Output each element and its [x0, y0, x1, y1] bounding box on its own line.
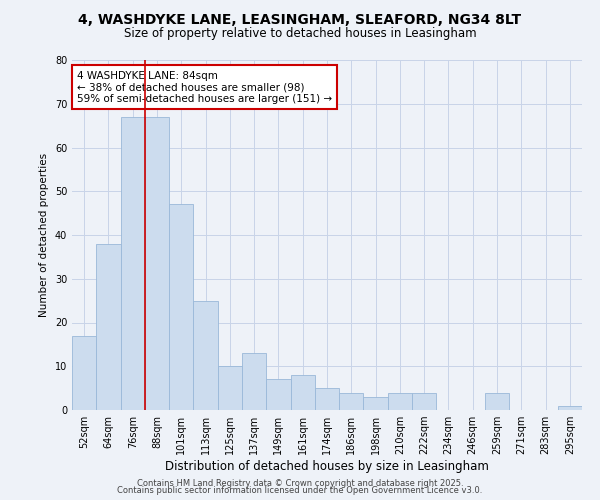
Bar: [96, 244, 121, 410]
Bar: [364, 397, 388, 410]
Bar: [72, 336, 96, 410]
Bar: [218, 366, 242, 410]
Bar: [121, 117, 145, 410]
Text: Size of property relative to detached houses in Leasingham: Size of property relative to detached ho…: [124, 28, 476, 40]
Bar: [388, 392, 412, 410]
Bar: [290, 375, 315, 410]
Bar: [339, 392, 364, 410]
Bar: [266, 380, 290, 410]
X-axis label: Distribution of detached houses by size in Leasingham: Distribution of detached houses by size …: [165, 460, 489, 473]
Bar: [315, 388, 339, 410]
Bar: [242, 353, 266, 410]
Text: 4 WASHDYKE LANE: 84sqm
← 38% of detached houses are smaller (98)
59% of semi-det: 4 WASHDYKE LANE: 84sqm ← 38% of detached…: [77, 70, 332, 104]
Bar: [145, 117, 169, 410]
Text: Contains HM Land Registry data © Crown copyright and database right 2025.: Contains HM Land Registry data © Crown c…: [137, 478, 463, 488]
Bar: [412, 392, 436, 410]
Text: 4, WASHDYKE LANE, LEASINGHAM, SLEAFORD, NG34 8LT: 4, WASHDYKE LANE, LEASINGHAM, SLEAFORD, …: [79, 12, 521, 26]
Bar: [193, 300, 218, 410]
Text: Contains public sector information licensed under the Open Government Licence v3: Contains public sector information licen…: [118, 486, 482, 495]
Y-axis label: Number of detached properties: Number of detached properties: [39, 153, 49, 317]
Bar: [169, 204, 193, 410]
Bar: [485, 392, 509, 410]
Bar: [558, 406, 582, 410]
